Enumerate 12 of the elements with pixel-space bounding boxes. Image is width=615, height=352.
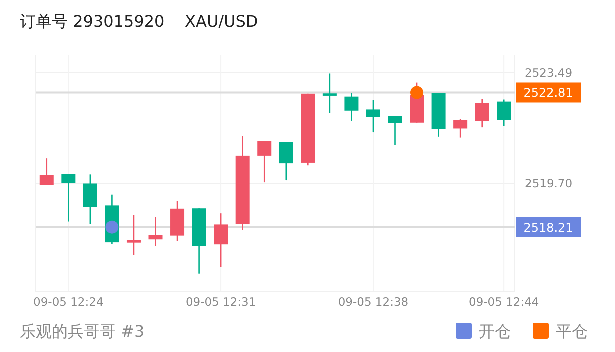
ref-line-label: 2518.21 — [524, 220, 574, 235]
y-tick-label: 2523.49 — [525, 66, 573, 80]
ref-line-label: 2522.81 — [524, 86, 574, 100]
text: 乐观的兵哥哥 #3 — [20, 322, 145, 341]
legend-label: 开仓 — [479, 322, 511, 341]
legend-label: 平仓 — [556, 322, 588, 341]
y-tick-label: 2519.70 — [525, 176, 573, 191]
x-tick-label: 09-05 12:31 — [186, 295, 256, 309]
chart-title: 订单号 293015920 XAU/USD — [20, 12, 258, 31]
x-tick-label: 09-05 12:24 — [34, 295, 104, 309]
x-tick-label: 09-05 12:44 — [469, 295, 540, 309]
x-tick-label: 09-05 12:38 — [338, 295, 409, 309]
